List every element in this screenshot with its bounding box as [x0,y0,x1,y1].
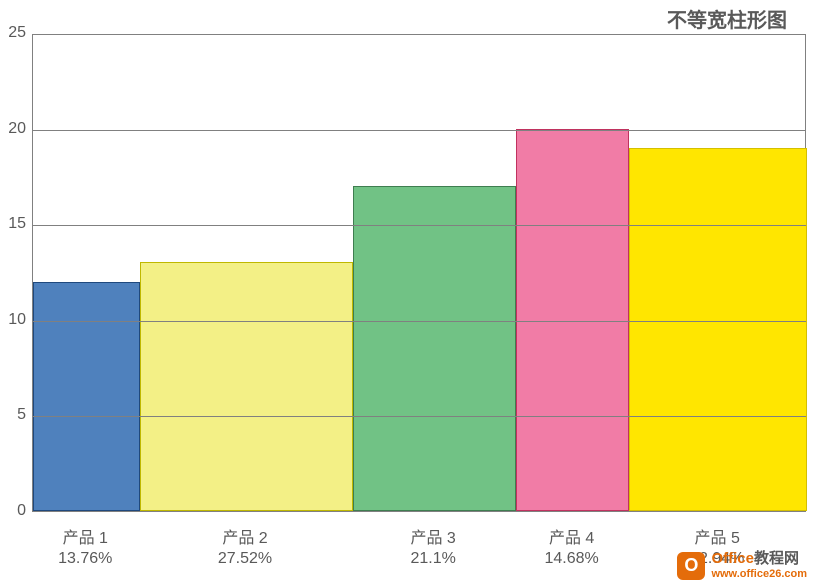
watermark: O Office教程网 www.office26.com [677,551,807,580]
y-tick-label: 10 [0,311,26,329]
y-tick-label: 20 [0,120,26,138]
bars-layer [33,35,805,511]
watermark-url: www.office26.com [711,568,807,580]
bar-5 [629,148,807,511]
gridline [32,416,806,417]
watermark-text: Office教程网 www.office26.com [711,551,807,580]
x-label-percent: 14.68% [512,550,632,568]
x-label-name: 产品 1 [25,524,145,548]
plot-area [32,34,806,512]
y-tick-label: 0 [0,502,26,520]
x-label-name: 产品 5 [657,524,777,548]
x-label-percent: 27.52% [185,550,305,568]
y-tick-label: 15 [0,215,26,233]
watermark-logo-letter: O [684,555,698,576]
watermark-brand-accent: Office [711,550,754,567]
bar-2 [140,262,353,511]
x-label-name: 产品 3 [373,524,493,548]
gridline [32,225,806,226]
y-tick-label: 5 [0,406,26,424]
bar-4 [516,129,630,511]
bar-3 [353,186,516,511]
chart-container: 不等宽柱形图 0 5 10 15 20 25 产品 1 13.76% 产品 2 27.52% 产品… [0,0,815,584]
gridline [32,130,806,131]
gridline [32,321,806,322]
watermark-logo-icon: O [677,552,705,580]
chart-title: 不等宽柱形图 [667,4,787,33]
x-label-name: 产品 4 [512,524,632,548]
x-label-percent: 21.1% [373,550,493,568]
watermark-brand-rest: 教程网 [754,550,799,567]
x-label-name: 产品 2 [185,524,305,548]
watermark-brand: Office教程网 [711,551,807,568]
bar-1 [33,282,140,511]
y-tick-label: 25 [0,24,26,42]
x-label-percent: 13.76% [25,550,145,568]
